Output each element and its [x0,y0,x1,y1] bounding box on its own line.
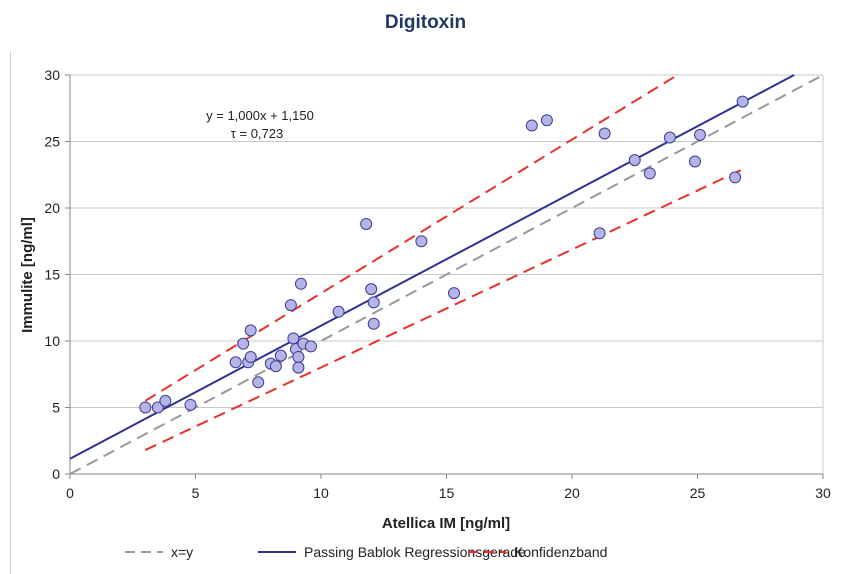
legend-label: x=y [171,544,193,560]
data-point [540,114,553,127]
regression-line [69,74,795,460]
data-point [151,401,164,414]
data-point [237,337,250,350]
scatter-points [139,95,749,414]
data-point [628,154,641,167]
legend-label: Passing Bablok Regressionsgerade [304,544,526,560]
data-point [292,350,305,363]
y-tick-label: 0 [52,466,60,482]
data-point [274,349,287,362]
data-point [269,360,282,373]
data-point [448,287,461,300]
x-tick-label: 10 [313,485,329,501]
data-point [294,277,307,290]
data-point [365,283,378,296]
confidence-band-line [144,167,746,451]
data-point [287,332,300,345]
confidence-band-line [144,74,678,402]
y-tick-label: 25 [44,134,60,150]
data-point [292,361,305,374]
data-point [525,119,538,132]
x-tick-label: 20 [564,485,580,501]
data-point [367,317,380,330]
data-point [415,235,428,248]
data-point [694,128,707,141]
chart-title: Digitoxin [384,12,467,33]
legend-label: Konfidenzband [514,544,607,560]
data-point [360,217,373,230]
y-tick-label: 5 [52,400,60,416]
x-tick-label: 0 [66,485,74,501]
y-axis-label: Immulite [ng/ml] [19,217,36,333]
y-tick-label: 20 [44,200,60,216]
x-tick-label: 15 [439,485,455,501]
x-axis-label: Atellica IM [ng/ml] [382,515,510,532]
data-point [367,296,380,309]
data-point [184,398,197,411]
data-point [688,155,701,168]
x-tick-label: 25 [690,485,706,501]
kendall-tau: τ = 0,723 [231,126,283,141]
data-point [244,350,257,363]
figure-frame-edge [10,52,11,574]
data-point [139,401,152,414]
data-point [244,324,257,337]
data-point [736,95,749,108]
data-point [229,356,242,369]
legend: x=y Passing Bablok RegressionsgeradeKonfi… [125,544,607,560]
data-point [304,340,317,353]
y-tick-label: 30 [44,67,60,83]
data-point [159,394,172,407]
x-tick-label: 30 [815,485,831,501]
data-point [729,171,742,184]
y-tick-label: 10 [44,333,60,349]
x-tick-label: 5 [192,485,200,501]
tick-labels: 0 5 10 15 20 25 30 0 5 10 15 20 25 30 [44,67,831,501]
data-point [593,227,606,240]
data-point [643,167,656,180]
data-point [663,131,676,144]
data-point [332,305,345,318]
data-point [598,127,611,140]
axes [65,74,824,479]
data-point [284,299,297,312]
regression-equation: y = 1,000x + 1,150 [206,108,314,123]
data-point [252,376,265,389]
y-tick-label: 15 [44,267,60,283]
